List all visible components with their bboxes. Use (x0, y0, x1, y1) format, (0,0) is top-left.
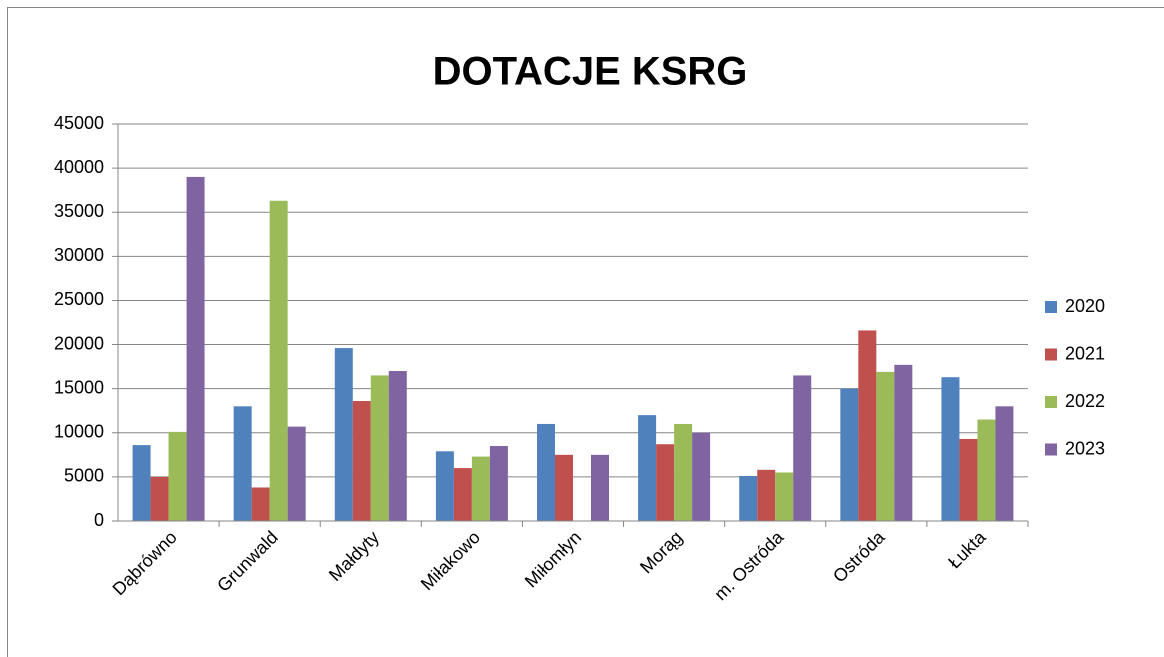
y-tick-label: 40000 (54, 157, 104, 177)
bar (876, 371, 895, 521)
bar (959, 438, 978, 521)
bar (150, 476, 169, 521)
bar (995, 406, 1014, 521)
bar (840, 388, 859, 521)
y-tick-label: 20000 (54, 333, 104, 353)
bar (435, 451, 454, 521)
legend-swatch (1045, 443, 1057, 456)
legend-label: 2023 (1065, 438, 1105, 458)
bar (287, 426, 306, 521)
bar (334, 348, 353, 521)
y-tick-label: 35000 (54, 201, 104, 221)
legend-label: 2022 (1065, 391, 1105, 411)
bar (674, 423, 693, 521)
bar (168, 431, 187, 521)
bar (537, 423, 555, 521)
y-tick-label: 25000 (54, 289, 104, 309)
y-tick-label: 45000 (54, 113, 104, 133)
bar (388, 371, 407, 521)
bar (757, 469, 776, 521)
chart-frame (7, 7, 1164, 657)
bar (251, 487, 270, 521)
bar (233, 406, 252, 521)
bar (894, 364, 913, 521)
bar (692, 432, 711, 521)
y-tick-label: 0 (94, 510, 104, 530)
bar (489, 446, 508, 521)
bar (977, 419, 996, 521)
y-tick-label: 10000 (54, 422, 104, 442)
bar (186, 176, 205, 521)
bar (739, 476, 758, 521)
legend-label: 2020 (1065, 296, 1105, 316)
legend-swatch (1045, 301, 1057, 313)
legend-label: 2021 (1065, 343, 1105, 363)
y-tick-label: 5000 (64, 466, 104, 486)
chart-title: DOTACJE KSRG (433, 50, 748, 94)
bar (453, 468, 472, 521)
bar (269, 200, 288, 521)
y-tick-label: 30000 (54, 245, 104, 265)
bar (471, 456, 490, 521)
y-tick-label: 15000 (54, 377, 104, 397)
bar (591, 454, 609, 521)
bar (656, 444, 675, 521)
bar (352, 401, 371, 521)
legend-swatch (1045, 396, 1057, 408)
bar (370, 375, 389, 521)
bar (555, 454, 573, 521)
bar (858, 330, 877, 521)
legend-swatch (1045, 348, 1057, 361)
bar (775, 472, 794, 521)
bar (638, 415, 657, 521)
bar (941, 377, 960, 521)
bar (132, 445, 151, 521)
bar (793, 375, 812, 521)
